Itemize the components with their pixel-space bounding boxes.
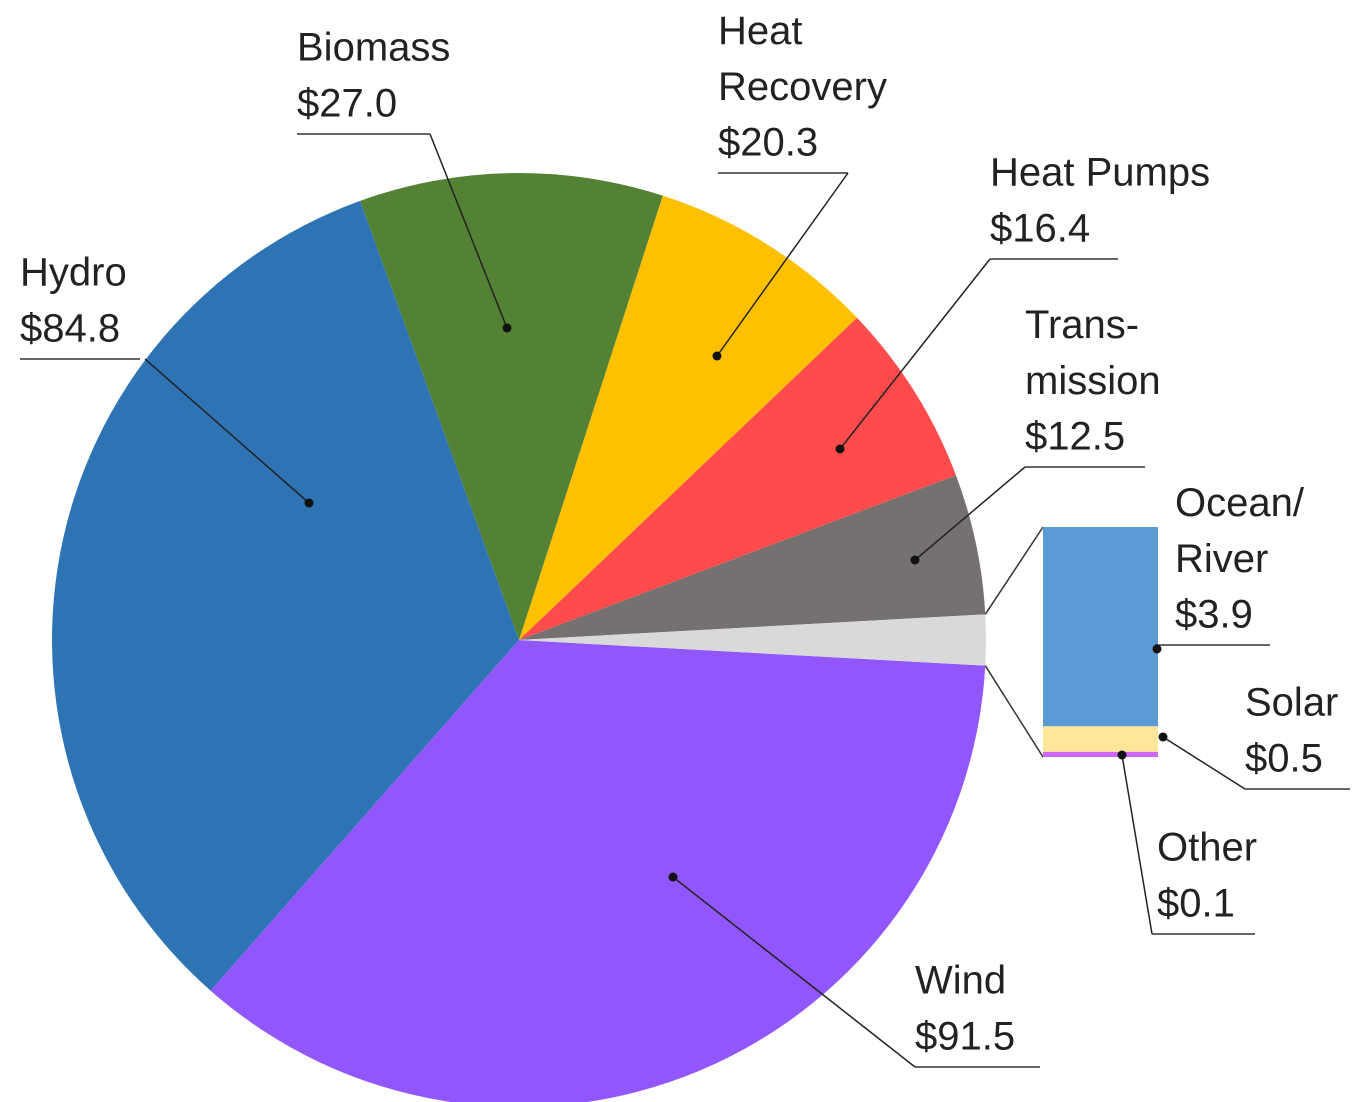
leader-line xyxy=(672,876,916,1068)
category-label: Solar xyxy=(1245,681,1338,725)
leader-dot xyxy=(835,444,845,454)
category-label: Heat Pumps xyxy=(990,151,1210,195)
category-label: Other xyxy=(1157,826,1257,870)
pie-slice xyxy=(519,317,956,640)
category-label: Wind xyxy=(915,959,1006,1003)
label-line: Ocean/ xyxy=(1175,481,1305,525)
pie-slice xyxy=(519,195,857,640)
category-label: Biomass xyxy=(297,26,450,70)
label-line: River xyxy=(1175,537,1268,581)
connector xyxy=(984,665,1044,758)
leader-dot xyxy=(668,872,678,882)
label-line: mission xyxy=(1025,359,1161,403)
value-label: $0.5 xyxy=(1245,737,1323,781)
pie-slice xyxy=(210,640,986,1102)
bar-segment xyxy=(1043,527,1158,727)
leader-dot xyxy=(1158,732,1168,742)
leader-line xyxy=(716,172,849,357)
value-label: $3.9 xyxy=(1175,593,1253,637)
value-label: $27.0 xyxy=(297,82,397,126)
connector xyxy=(984,526,1044,615)
leader-dot xyxy=(712,351,722,361)
label-line: Recovery xyxy=(718,65,887,109)
leader-dot xyxy=(502,323,512,333)
leader-dot xyxy=(1117,750,1127,760)
bar-segment xyxy=(1043,751,1158,757)
leader-dot xyxy=(304,498,314,508)
others-slice xyxy=(519,614,986,666)
leader-line xyxy=(1162,736,1246,790)
leader-line xyxy=(839,258,991,450)
leader-line xyxy=(429,133,508,329)
category-label: Trans-mission xyxy=(1025,303,1161,403)
leader-line xyxy=(914,466,1026,561)
value-label: $16.4 xyxy=(990,207,1090,251)
value-label: $91.5 xyxy=(915,1015,1015,1059)
value-label: $84.8 xyxy=(20,307,120,351)
leader-line xyxy=(1121,754,1153,935)
pie-slice xyxy=(360,173,663,641)
category-label: Ocean/River xyxy=(1175,481,1305,581)
value-label: $20.3 xyxy=(718,121,818,165)
value-label: $0.1 xyxy=(1157,882,1235,926)
value-label: $12.5 xyxy=(1025,415,1125,459)
category-label: Hydro xyxy=(20,251,127,295)
pie-slice xyxy=(52,200,520,991)
category-label: Heat Recovery xyxy=(718,9,887,109)
leader-dot xyxy=(1152,644,1162,654)
label-line: Trans- xyxy=(1025,303,1139,347)
label-line: Heat xyxy=(718,9,814,53)
leader-line xyxy=(144,358,310,504)
pie-slice xyxy=(519,475,986,640)
leader-dot xyxy=(910,555,920,565)
bar-segment xyxy=(1043,726,1158,752)
